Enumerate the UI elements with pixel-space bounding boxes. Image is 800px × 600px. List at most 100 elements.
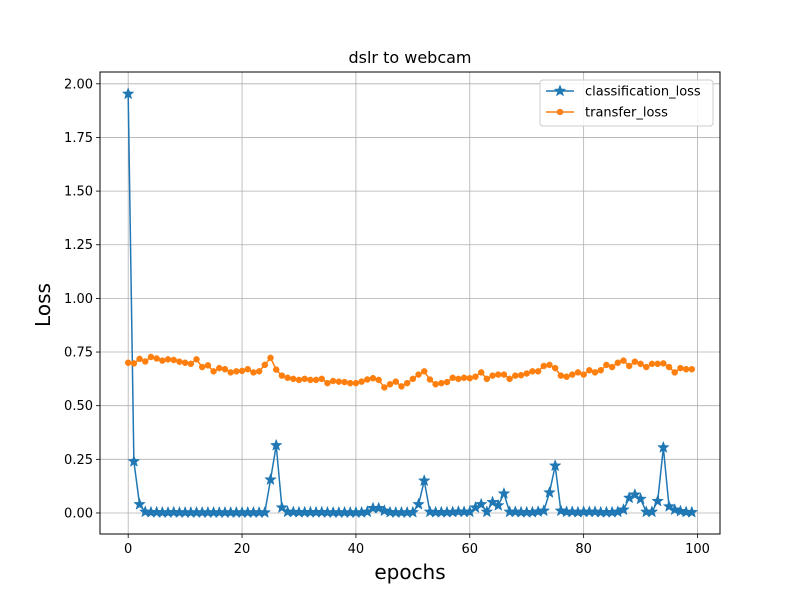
data-point-transfer_loss [534,368,542,375]
data-point-transfer_loss [409,375,417,383]
data-point-transfer_loss [643,363,650,371]
y-tick-label: 1.25 [64,238,93,253]
data-point-transfer_loss [335,378,343,385]
data-point-classification_loss [372,501,386,514]
x-tick-label: 80 [575,542,592,557]
data-point-transfer_loss [261,361,269,369]
data-point-classification_loss [269,438,283,451]
data-point-transfer_loss [398,383,405,390]
data-point-classification_loss [258,505,272,518]
legend-label-transfer_loss: transfer_loss [585,106,668,121]
ticks: 0 20 40 60 80 100 0.00 0.25 0.50 0.75 1.00 1.25 1.50… [64,77,710,557]
data-point-transfer_loss [597,367,604,374]
data-point-transfer_loss [591,369,599,376]
data-point-classification_loss [412,497,425,510]
data-point-transfer_loss [187,360,195,368]
data-point-classification_loss [486,495,499,508]
data-point-transfer_loss [124,359,132,367]
legend-label-classification_loss: classification_loss [585,85,701,100]
data-point-transfer_loss [324,379,331,387]
data-point-classification_loss [617,503,630,516]
y-tick-label: 0.25 [64,453,93,468]
data-point-transfer_loss [460,374,468,382]
data-point-classification_loss [651,494,665,507]
data-point-transfer_loss [500,371,508,378]
data-point-transfer_loss [489,372,496,379]
data-point-transfer_loss [272,366,280,373]
data-point-transfer_loss [671,369,678,376]
data-point-transfer_loss [477,369,485,376]
data-point-transfer_loss [221,365,229,373]
data-point-classification_loss [417,474,431,487]
data-point-classification_loss [264,472,277,486]
y-axis-label: Loss [31,283,55,327]
data-point-transfer_loss [301,375,308,383]
data-point-transfer_loss [153,355,160,362]
grid [100,72,720,534]
data-point-transfer_loss [159,357,166,364]
data-point-transfer_loss [216,364,223,372]
data-point-transfer_loss [176,358,183,365]
data-point-transfer_loss [415,371,422,378]
data-point-transfer_loss [142,358,149,365]
data-point-transfer_loss [426,376,434,383]
data-point-transfer_loss [238,367,246,375]
legend-marker-transfer_loss [556,108,564,116]
data-point-transfer_loss [392,378,400,385]
data-point-classification_loss [491,498,505,511]
data-point-transfer_loss [540,362,548,370]
data-point-transfer_loss [660,360,667,367]
legend-box [539,79,714,127]
data-point-transfer_loss [529,368,536,375]
data-point-transfer_loss [284,374,291,382]
data-point-transfer_loss [290,375,297,383]
data-point-classification_loss [543,485,556,499]
data-point-transfer_loss [204,362,212,369]
data-point-classification_loss [133,497,146,510]
legend-marker-classification_loss [553,84,567,97]
data-point-transfer_loss [677,364,684,372]
data-point-classification_loss [474,497,488,510]
data-point-transfer_loss [130,360,138,367]
x-tick-label: 20 [234,542,251,557]
series-classification_loss [121,87,699,518]
data-point-transfer_loss [210,368,217,375]
data-point-transfer_loss [312,376,320,384]
data-point-classification_loss [685,505,699,518]
data-point-transfer_loss [375,376,382,384]
legend: classification_loss transfer_loss [539,79,714,127]
data-point-transfer_loss [569,371,576,378]
data-point-transfer_loss [193,356,200,363]
data-point-transfer_loss [358,378,365,385]
data-point-transfer_loss [329,377,337,385]
data-point-classification_loss [497,486,511,500]
data-point-transfer_loss [654,360,661,368]
y-tick-label: 0.75 [64,346,93,361]
data-point-transfer_loss [637,360,644,368]
data-point-transfer_loss [443,378,451,386]
data-point-transfer_loss [278,372,286,379]
data-point-transfer_loss [147,353,155,361]
data-point-transfer_loss [250,369,257,376]
data-point-transfer_loss [557,372,565,379]
data-point-transfer_loss [164,356,172,363]
data-point-transfer_loss [432,380,439,388]
data-point-transfer_loss [648,360,656,368]
y-tick-label: 1.75 [64,131,93,146]
data-point-classification_loss [127,454,141,467]
data-point-transfer_loss [346,379,354,387]
data-point-classification_loss [656,440,670,453]
data-point-transfer_loss [352,379,360,387]
data-point-transfer_loss [512,372,519,379]
data-point-transfer_loss [198,363,206,371]
y-tick-label: 1.00 [64,292,93,307]
data-point-classification_loss [537,504,551,517]
y-tick-label: 1.50 [64,185,93,200]
data-point-transfer_loss [574,369,582,376]
series-layer [121,87,699,518]
data-point-transfer_loss [483,375,491,383]
data-point-transfer_loss [665,363,673,371]
series-line-classification_loss [127,93,692,514]
data-point-transfer_loss [688,365,696,373]
